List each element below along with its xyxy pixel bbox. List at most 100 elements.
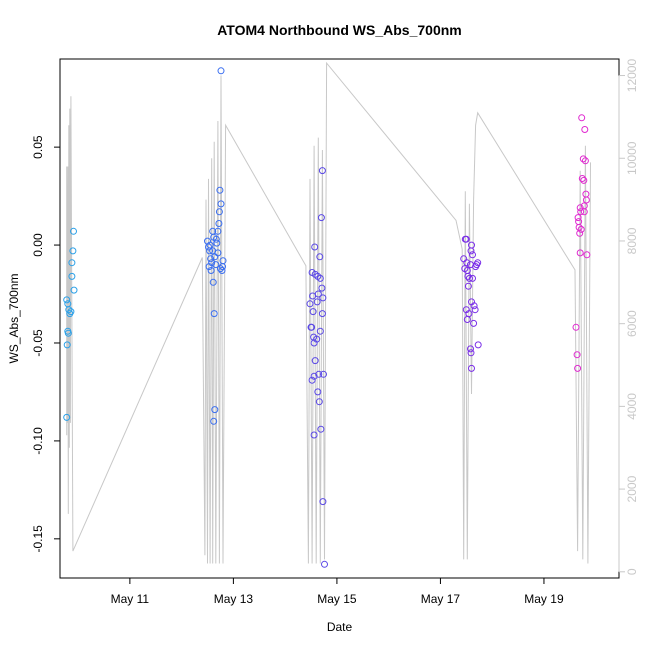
data-point (577, 208, 585, 216)
data-point (573, 351, 581, 359)
data-point (317, 425, 325, 433)
data-point (319, 294, 327, 302)
data-point (319, 498, 327, 506)
data-point (308, 376, 316, 384)
data-point (206, 247, 214, 255)
data-point (313, 335, 321, 343)
data-point (216, 186, 224, 194)
data-point (68, 272, 76, 280)
data-point (580, 208, 588, 216)
chart-title: ATOM4 Northbound WS_Abs_700nm (217, 22, 462, 38)
data-point (464, 272, 472, 280)
data-point (574, 214, 582, 222)
data-point (468, 364, 475, 372)
secondary-tick-label: 2000 (625, 475, 639, 502)
secondary-series-line (66, 61, 591, 564)
data-point (464, 282, 472, 290)
data-point (580, 176, 588, 184)
data-point (578, 114, 586, 122)
data-point (581, 157, 589, 165)
data-point (582, 196, 590, 204)
data-point (213, 239, 221, 247)
data-point (574, 364, 582, 372)
data-point (217, 67, 225, 75)
data-point (579, 155, 587, 163)
data-point (462, 235, 470, 243)
secondary-tick-label: 8000 (625, 227, 639, 254)
data-point (212, 235, 220, 243)
data-point (318, 284, 326, 292)
data-point (317, 214, 325, 222)
data-point (315, 398, 323, 406)
data-point (207, 267, 215, 274)
data-point (218, 267, 226, 274)
data-point (63, 413, 71, 421)
data-point (215, 220, 223, 227)
data-point (314, 290, 322, 298)
data-point (318, 310, 326, 318)
x-tick-label: May 13 (214, 592, 254, 606)
data-point (310, 431, 318, 439)
x-tick-label: May 17 (421, 592, 461, 606)
left-axis: -0.15 -0.10 -0.05 0.00 0.05 (31, 135, 61, 553)
data-point (210, 310, 218, 318)
data-point (68, 259, 76, 267)
y-tick-label: -0.10 (31, 427, 45, 455)
data-point (469, 274, 476, 282)
data-point (474, 341, 482, 349)
data-point (308, 323, 316, 331)
data-point (64, 329, 72, 337)
y-axis-label: WS_Abs_700nm (7, 273, 21, 363)
right-axis: 0 2000 4000 6000 8000 10000 12000 (618, 59, 639, 575)
points-layer (63, 67, 591, 568)
data-point (467, 345, 474, 353)
data-point (576, 229, 584, 237)
data-point (465, 274, 473, 282)
data-point (474, 259, 482, 267)
data-point (212, 261, 220, 269)
secondary-series-layer (66, 61, 591, 564)
data-point (209, 278, 217, 286)
data-point (467, 349, 475, 357)
data-point (311, 357, 319, 365)
data-point (314, 388, 322, 396)
data-point (311, 243, 319, 251)
data-point (468, 241, 475, 249)
y-tick-label: -0.15 (31, 525, 45, 553)
data-point (463, 259, 471, 267)
x-axis-label: Date (327, 620, 353, 634)
data-point (310, 372, 318, 380)
secondary-tick-label: 4000 (625, 393, 639, 420)
data-point (313, 298, 321, 306)
secondary-tick-label: 0 (625, 568, 639, 575)
data-point (316, 327, 324, 335)
y-tick-label: 0.05 (31, 135, 45, 159)
data-point (214, 249, 222, 257)
data-point (209, 227, 217, 235)
plot-box (59, 58, 620, 579)
data-point (70, 286, 78, 294)
data-point (70, 227, 77, 235)
data-point (214, 227, 222, 235)
data-point (63, 296, 71, 304)
secondary-tick-label: 10000 (625, 141, 639, 175)
data-point (69, 247, 77, 255)
data-point (469, 251, 476, 259)
data-point (471, 306, 479, 314)
data-point (320, 370, 327, 378)
data-point (219, 257, 227, 265)
data-point (205, 263, 213, 271)
data-point (316, 253, 324, 261)
data-point (576, 204, 584, 212)
x-tick-label: May 15 (317, 592, 357, 606)
data-point (205, 243, 212, 251)
data-point (316, 274, 324, 282)
data-point (315, 370, 323, 378)
data-point (583, 251, 591, 259)
data-point (576, 249, 584, 257)
y-tick-label: -0.05 (31, 329, 45, 357)
data-point (217, 265, 224, 273)
data-point (63, 341, 71, 349)
data-point (572, 323, 580, 331)
